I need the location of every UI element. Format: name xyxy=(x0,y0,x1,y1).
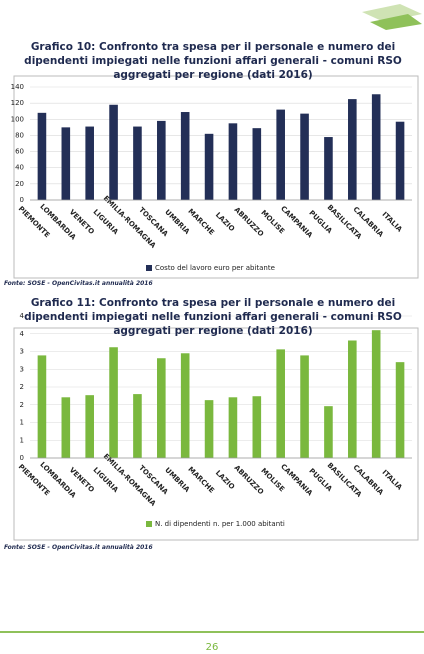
x-tick-label: LAZIO xyxy=(214,469,236,491)
logo-shape xyxy=(362,4,422,22)
bar xyxy=(157,358,166,458)
bar xyxy=(37,355,47,458)
bar xyxy=(37,112,47,200)
bar xyxy=(228,397,238,458)
bar xyxy=(204,133,214,200)
bar xyxy=(109,104,118,200)
y-tick-label: 2 xyxy=(20,383,24,391)
bar xyxy=(61,127,71,200)
bar xyxy=(324,406,333,458)
x-tick-label: MARCHE xyxy=(186,207,216,237)
bar xyxy=(252,128,262,200)
bar xyxy=(180,112,190,200)
y-tick-label: 100 xyxy=(11,115,24,123)
bar xyxy=(395,121,405,200)
y-tick-label: 1 xyxy=(20,436,24,444)
y-tick-label: 60 xyxy=(15,148,24,156)
bar xyxy=(157,120,166,200)
logo-shape xyxy=(370,14,422,30)
x-tick-label: CAMPANIA xyxy=(279,205,314,240)
x-tick-label: ITALIA xyxy=(380,468,404,492)
bar xyxy=(180,353,190,458)
x-tick-label: ABRUZZO xyxy=(233,206,266,239)
page-number: 26 xyxy=(206,642,219,653)
bar xyxy=(61,397,71,458)
bar xyxy=(204,400,214,458)
bar xyxy=(324,137,333,200)
x-tick-label: CAMPANIA xyxy=(279,463,314,498)
bar xyxy=(276,109,285,200)
y-tick-label: 120 xyxy=(11,99,24,107)
bar xyxy=(276,349,285,458)
bar xyxy=(228,123,238,200)
y-tick-label: 3 xyxy=(20,365,24,373)
y-tick-label: 1 xyxy=(20,419,24,427)
source-note: Fonte: SOSE - OpenCivitas.it annualità 2… xyxy=(4,544,153,551)
legend-swatch xyxy=(146,521,152,527)
bar xyxy=(348,99,357,200)
bar xyxy=(300,355,309,458)
bar xyxy=(371,94,381,200)
y-tick-label: 20 xyxy=(15,180,24,188)
y-tick-label: 0 xyxy=(20,454,24,462)
legend-label: Costo del lavoro euro per abitante xyxy=(155,264,275,272)
x-tick-label: ITALIA xyxy=(380,210,404,234)
bar xyxy=(133,394,142,458)
y-tick-label: 4 xyxy=(20,312,25,320)
y-tick-label: 0 xyxy=(20,196,24,204)
source-note: Fonte: SOSE - OpenCivitas.it annualità 2… xyxy=(4,280,153,287)
bar xyxy=(85,395,94,458)
y-tick-label: 80 xyxy=(15,131,24,139)
chart-frame xyxy=(13,327,419,541)
legend-swatch xyxy=(146,265,152,271)
bar xyxy=(85,126,94,200)
legend-label: N. di dipendenti n. per 1.000 abitanti xyxy=(155,520,285,528)
bar xyxy=(300,113,309,200)
chart-title: Grafico 11: Confronto tra spesa per il p… xyxy=(24,297,402,337)
bar xyxy=(395,362,405,458)
chart-frame xyxy=(13,75,419,279)
y-tick-label: 2 xyxy=(20,401,24,409)
bar xyxy=(348,340,357,458)
y-tick-label: 4 xyxy=(20,330,25,338)
y-tick-label: 140 xyxy=(11,83,24,91)
bar xyxy=(252,396,262,458)
bar xyxy=(109,347,118,458)
x-tick-label: ABRUZZO xyxy=(233,464,266,497)
y-tick-label: 40 xyxy=(15,164,24,172)
x-tick-label: MARCHE xyxy=(186,465,216,495)
x-tick-label: LAZIO xyxy=(214,211,236,233)
y-tick-label: 3 xyxy=(20,348,24,356)
chart-title: Grafico 10: Confronto tra spesa per il p… xyxy=(24,41,402,81)
bar xyxy=(371,330,381,458)
bar xyxy=(133,126,142,200)
